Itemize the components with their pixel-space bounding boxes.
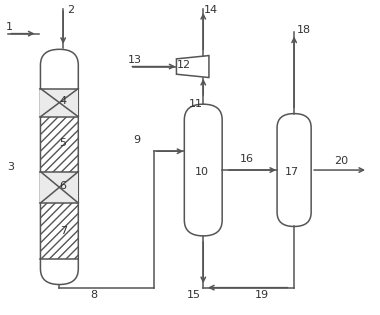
Text: 5: 5 bbox=[60, 138, 66, 148]
Text: 10: 10 bbox=[194, 167, 208, 177]
Bar bbox=[40, 172, 78, 203]
Bar bbox=[40, 89, 78, 117]
Text: 16: 16 bbox=[240, 154, 254, 164]
Text: 2: 2 bbox=[67, 5, 74, 15]
Text: 13: 13 bbox=[128, 55, 142, 65]
Text: 15: 15 bbox=[187, 290, 201, 301]
FancyBboxPatch shape bbox=[277, 114, 311, 226]
Text: 9: 9 bbox=[133, 135, 141, 145]
Text: 18: 18 bbox=[296, 26, 310, 36]
Polygon shape bbox=[176, 55, 209, 77]
Text: 11: 11 bbox=[189, 99, 203, 109]
Text: 19: 19 bbox=[255, 290, 269, 301]
Text: 1: 1 bbox=[6, 22, 13, 32]
Text: 3: 3 bbox=[7, 162, 14, 172]
Text: 20: 20 bbox=[334, 156, 348, 166]
Text: 6: 6 bbox=[60, 181, 66, 191]
Text: 8: 8 bbox=[90, 290, 97, 301]
Text: 14: 14 bbox=[204, 5, 218, 15]
Text: 4: 4 bbox=[60, 96, 67, 106]
Text: 17: 17 bbox=[285, 167, 299, 177]
Bar bbox=[40, 203, 78, 260]
Bar bbox=[40, 117, 78, 172]
Text: 12: 12 bbox=[176, 60, 191, 70]
FancyBboxPatch shape bbox=[184, 104, 222, 236]
Text: 7: 7 bbox=[60, 226, 67, 236]
FancyBboxPatch shape bbox=[40, 49, 78, 284]
